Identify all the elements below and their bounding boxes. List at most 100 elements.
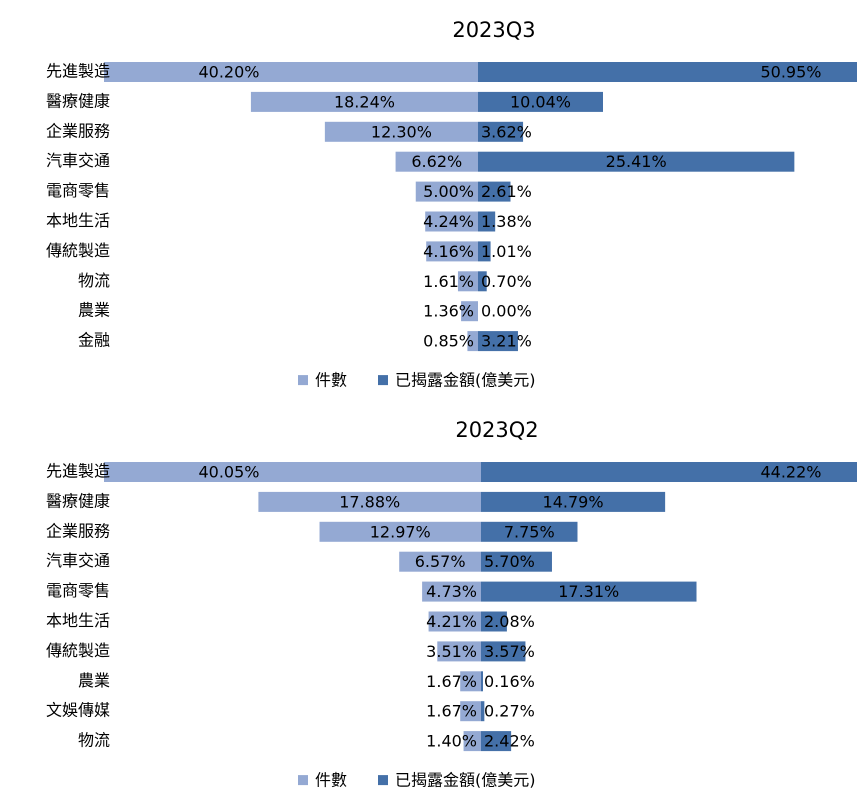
bar	[478, 181, 511, 202]
value-label: 3.21%	[481, 332, 532, 351]
bar	[481, 491, 666, 512]
bar	[324, 121, 478, 142]
bar	[481, 731, 512, 752]
bar	[425, 211, 478, 232]
value-label: 1.67%	[426, 702, 477, 721]
bar	[104, 462, 481, 482]
bar	[481, 521, 578, 542]
bar	[478, 121, 524, 142]
bar	[481, 611, 507, 632]
category-label: 汽車交通	[46, 151, 110, 170]
bar	[460, 671, 481, 692]
value-label: 0.16%	[484, 672, 535, 691]
bar	[461, 301, 478, 322]
bars	[104, 462, 857, 752]
legend-label: 已揭露金額(億美元)	[395, 771, 536, 790]
category-label: 企業服務	[46, 521, 110, 540]
bar	[426, 241, 478, 262]
category-label: 先進製造	[46, 462, 110, 481]
category-label: 電商零售	[46, 581, 110, 600]
value-label: 0.27%	[484, 702, 535, 721]
bar	[422, 581, 481, 602]
value-label: 0.00%	[481, 302, 532, 321]
legend-label: 件數	[315, 771, 347, 790]
value-label: 4.16%	[423, 242, 474, 261]
bar	[319, 521, 481, 542]
value-label: 12.30%	[371, 122, 432, 141]
legend-swatch	[298, 375, 308, 386]
bar	[478, 271, 487, 292]
chart-title: 2023Q3	[452, 18, 535, 42]
value-label: 1.61%	[423, 272, 474, 291]
legend-swatch	[378, 775, 388, 786]
category-label: 醫療健康	[46, 491, 110, 510]
category-label: 汽車交通	[46, 551, 110, 570]
category-label: 先進製造	[46, 62, 110, 81]
category-label: 傳統製造	[46, 641, 110, 660]
bar	[478, 91, 603, 112]
bar	[478, 331, 518, 352]
bar	[478, 151, 795, 172]
bar	[481, 701, 485, 722]
value-label: 4.73%	[426, 582, 477, 601]
category-label: 本地生活	[46, 611, 110, 630]
value-label: 0.70%	[481, 272, 532, 291]
value-label: 40.05%	[198, 463, 259, 482]
value-label: 7.75%	[504, 522, 555, 541]
bar	[478, 211, 496, 232]
category-label: 醫療健康	[46, 91, 110, 110]
bar	[457, 271, 478, 292]
legend-label: 已揭露金額(億美元)	[395, 371, 536, 390]
bar	[478, 62, 857, 82]
value-label: 1.01%	[481, 242, 532, 261]
value-label: 3.51%	[426, 642, 477, 661]
category-label: 農業	[78, 671, 110, 690]
value-label: 40.20%	[198, 63, 259, 82]
category-label: 傳統製造	[46, 241, 110, 260]
value-label: 2.42%	[484, 732, 535, 751]
legend-label: 件數	[315, 371, 347, 390]
bar	[481, 462, 857, 482]
chart-title: 2023Q2	[455, 418, 538, 442]
value-label: 44.22%	[760, 463, 821, 482]
bar	[481, 551, 552, 572]
value-label: 5.70%	[484, 552, 535, 571]
bar	[437, 641, 481, 662]
category-label: 金融	[78, 331, 110, 350]
value-label: 4.21%	[426, 612, 477, 631]
value-label: 1.40%	[426, 732, 477, 751]
category-label: 本地生活	[46, 211, 110, 230]
bars	[104, 62, 857, 352]
category-label: 企業服務	[46, 121, 110, 140]
bar	[258, 491, 481, 512]
category-label: 農業	[78, 301, 110, 320]
category-label: 文娛傳媒	[46, 701, 110, 720]
bar	[478, 241, 491, 262]
category-label: 物流	[78, 271, 110, 290]
value-label: 12.97%	[370, 522, 431, 541]
value-label: 50.95%	[760, 63, 821, 82]
legend-swatch	[378, 375, 388, 386]
value-label: 25.41%	[606, 152, 667, 171]
value-label: 5.00%	[423, 182, 474, 201]
bar	[104, 62, 478, 82]
value-label: 1.67%	[426, 672, 477, 691]
bar	[460, 701, 481, 722]
bar	[481, 641, 526, 662]
value-label: 6.62%	[411, 152, 462, 171]
value-label: 10.04%	[510, 92, 571, 111]
category-label: 電商零售	[46, 181, 110, 200]
chart: 2023Q3 先進製造 40.20% 50.95% 醫療健康 18.24% 10.04% 企業…	[46, 18, 857, 390]
bar	[467, 331, 478, 352]
bar	[250, 91, 478, 112]
value-label: 1.36%	[423, 302, 474, 321]
chart: 2023Q2 先進製造 40.05% 44.22% 醫療健康 17.88% 14.79% 企業…	[46, 418, 857, 790]
bar	[481, 581, 697, 602]
value-label: 3.57%	[484, 642, 535, 661]
value-label: 0.85%	[423, 332, 474, 351]
bar	[395, 151, 478, 172]
value-label: 18.24%	[334, 92, 395, 111]
legend-swatch	[298, 775, 308, 786]
value-label: 4.24%	[423, 212, 474, 231]
bar	[415, 181, 478, 202]
